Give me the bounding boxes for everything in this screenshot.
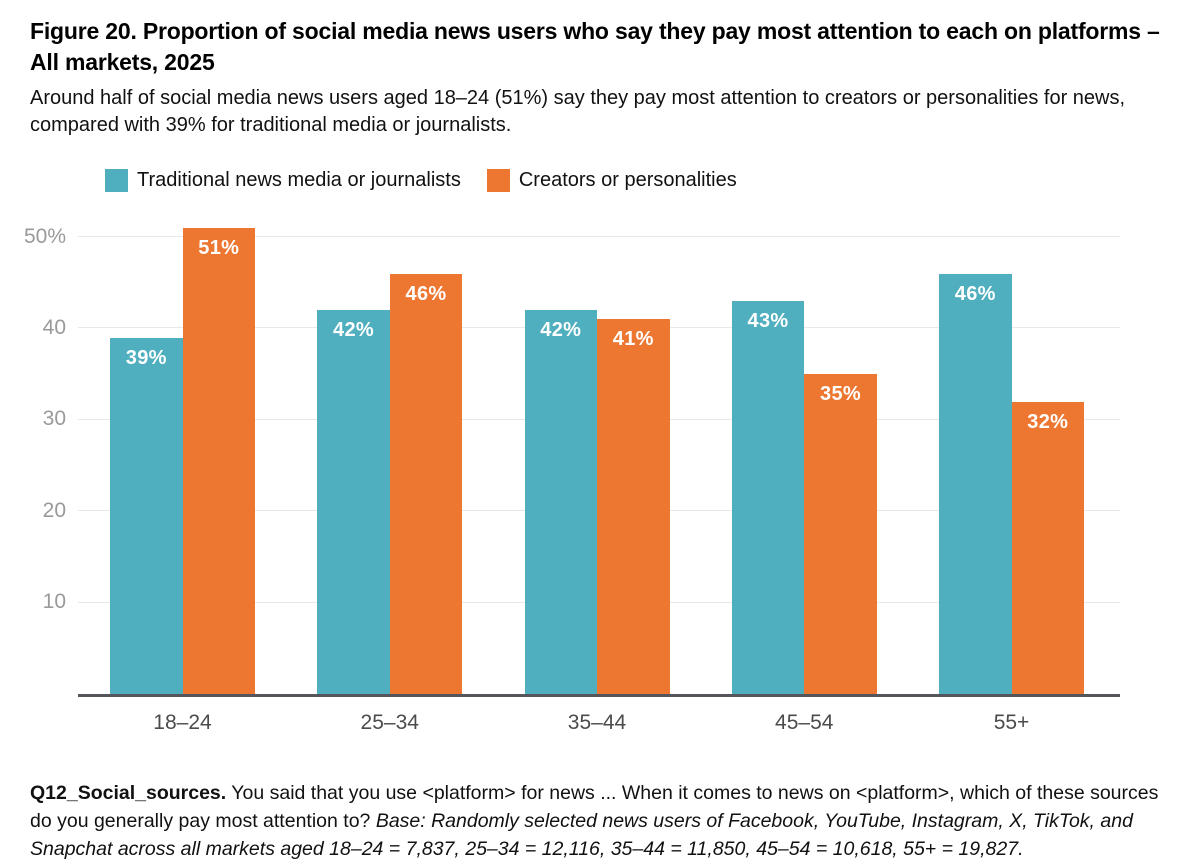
bar: 39%: [110, 337, 183, 694]
figure-title: Figure 20. Proportion of social media ne…: [30, 18, 1160, 75]
x-axis-label: 25–34: [360, 711, 419, 734]
plot-area: 10 20 30 40 50% 39% 51% 42% 46% 42% 41% 43% 35% 46% 32…: [24, 225, 1120, 697]
bar-value-label: 39%: [125, 346, 167, 369]
bar-value-label: 32%: [1027, 410, 1069, 433]
x-axis-label: 45–54: [775, 711, 834, 734]
bar-group: 46% 32%: [939, 237, 1084, 694]
bar: 32%: [1011, 401, 1084, 694]
legend-swatch-orange-icon: [486, 169, 510, 192]
gridline: 50%: [24, 225, 1120, 248]
bar: 46%: [389, 273, 463, 694]
x-axis-label: 35–44: [567, 711, 627, 734]
bar-group: 42% 41%: [524, 237, 670, 694]
x-axis-label: 55+: [993, 711, 1030, 734]
legend-swatch-teal-icon: [105, 169, 128, 192]
y-axis-tick-label: 40: [42, 315, 66, 339]
bar: 51%: [182, 227, 255, 694]
bar-value-label: 46%: [405, 282, 447, 305]
y-axis-tick-label: 20: [42, 498, 66, 522]
y-axis-tick-label: 10: [42, 590, 66, 614]
bar-value-label: 35%: [820, 383, 861, 406]
footnote-base-text: Base: Randomly selected news users of Fa…: [30, 810, 1133, 860]
bar-value-label: 42%: [333, 319, 374, 342]
legend: Traditional news media or journalists Cr…: [105, 169, 1170, 192]
legend-label-traditional: Traditional news media or journalists: [137, 169, 461, 191]
bar: 41%: [597, 319, 670, 694]
bar-group: 42% 46%: [317, 237, 463, 694]
bar-value-label: 51%: [198, 236, 240, 259]
bar: 42%: [524, 310, 597, 694]
figure-subtitle: Around half of social media news users a…: [30, 87, 1126, 136]
bar-value-label: 43%: [747, 309, 789, 332]
legend-label-creators: Creators or personalities: [518, 169, 737, 191]
bar-value-label: 46%: [954, 282, 996, 305]
bar-group: 39% 51%: [110, 227, 255, 694]
x-axis-label: 18–24: [153, 711, 212, 734]
bar: 46%: [939, 273, 1012, 694]
y-axis-tick-label: 30: [42, 407, 66, 431]
footnote: Q12_Social_sources. You said that you us…: [30, 779, 1170, 863]
bar: 35%: [804, 374, 877, 694]
bar-group: 43% 35%: [731, 237, 877, 694]
bar-value-label: 41%: [612, 328, 654, 351]
legend-item-traditional: Traditional news media or journalists: [105, 169, 461, 192]
legend-item-creators: Creators or personalities: [486, 169, 737, 192]
bar-value-label: 42%: [540, 319, 582, 342]
x-axis-labels: 18–24 25–34 35–44 45–54 55+: [78, 711, 1120, 735]
footnote-question-id: Q12_Social_sources.: [30, 782, 227, 804]
chart: 10 20 30 40 50% 39% 51% 42% 46% 42% 41% 43% 35% 46% 32…: [24, 225, 1120, 735]
bar: 43%: [731, 300, 805, 694]
y-axis-tick-label: 50%: [23, 224, 66, 248]
footnote-question-text: You said that you use <platform> for new…: [30, 782, 1159, 832]
bar: 42%: [317, 310, 390, 694]
bars-row: 39% 51% 42% 46% 42% 41% 43% 35% 46% 32%: [78, 227, 1120, 694]
